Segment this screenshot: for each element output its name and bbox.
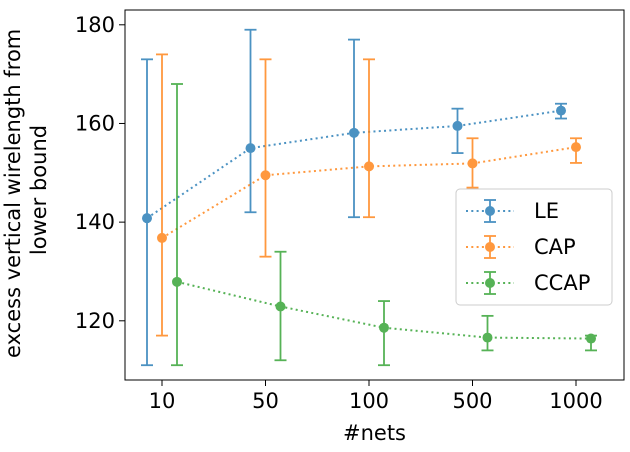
y-tick-label-160: 160 [75, 111, 115, 135]
y-axis: 120 140 160 180 [75, 13, 125, 333]
x-tick-label-50: 50 [252, 389, 279, 413]
legend-handle-cap [466, 235, 514, 259]
point-cap-3 [467, 158, 478, 169]
line-cap [161, 146, 577, 239]
point-ccap-4 [586, 333, 596, 344]
point-cap-1 [260, 170, 271, 181]
point-ccap-2 [379, 322, 389, 333]
legend-box [455, 188, 613, 306]
x-tick-label-100: 100 [349, 389, 389, 413]
y-axis-label: excess vertical wirelength from lower bo… [1, 22, 51, 358]
x-axis: 10 50 100 500 1000 [149, 380, 603, 413]
plot-frame [124, 9, 625, 381]
x-tick-label-1000: 1000 [549, 389, 602, 413]
point-le-4 [556, 105, 566, 116]
series-cap [156, 53, 582, 337]
point-cap-2 [364, 161, 374, 172]
legend-handle-le [466, 199, 514, 223]
point-le-3 [452, 120, 463, 131]
y-axis-label-line-2: lower bound [27, 125, 51, 255]
legend-marker-le [485, 206, 495, 216]
legend-label-ccap: CCAP [534, 271, 590, 295]
point-ccap-3 [482, 332, 493, 343]
legend-handle-ccap [466, 271, 514, 295]
x-tick-label-500: 500 [452, 389, 492, 413]
legend: LE CAP CCAP [455, 188, 613, 306]
y-axis-label-line-1: excess vertical wirelength from [1, 29, 25, 358]
y-tick-label-140: 140 [75, 210, 115, 234]
legend-marker-cap [485, 242, 495, 252]
y-tick-label-120: 120 [75, 309, 115, 333]
x-tick-label-10: 10 [149, 389, 176, 413]
point-le-0 [142, 213, 152, 224]
legend-label-le: LE [534, 199, 559, 223]
series-le [141, 28, 567, 367]
point-cap-4 [571, 142, 581, 153]
point-le-1 [245, 143, 256, 154]
legend-label-cap: CAP [534, 235, 576, 259]
y-tick-label-180: 180 [75, 13, 115, 37]
point-ccap-0 [172, 276, 182, 287]
x-axis-label: #nets [343, 421, 406, 445]
point-le-2 [349, 127, 359, 138]
point-cap-0 [157, 232, 167, 243]
point-ccap-1 [275, 301, 286, 312]
legend-marker-ccap [485, 278, 495, 288]
plot-content [141, 28, 597, 367]
series-ccap [171, 83, 597, 367]
